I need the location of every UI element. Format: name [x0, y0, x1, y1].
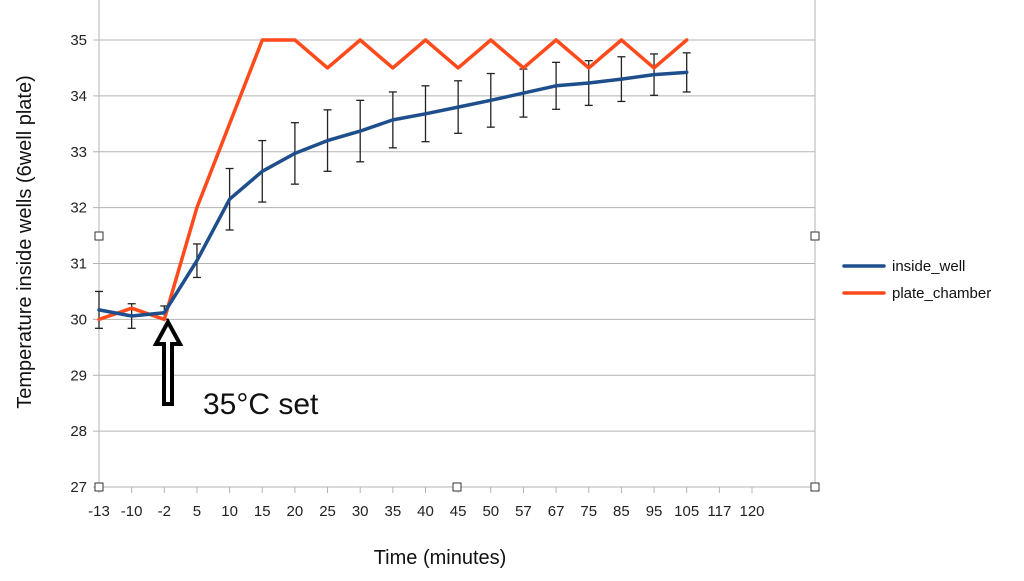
- x-tick-label: -2: [158, 503, 171, 520]
- legend: inside_well plate_chamber: [842, 258, 991, 302]
- x-axis-title: Time (minutes): [374, 547, 507, 569]
- y-tick-label: 32: [70, 200, 87, 217]
- legend-label: inside_well: [892, 258, 965, 275]
- x-tick-label: 105: [674, 503, 699, 520]
- x-tick-label: 120: [739, 503, 764, 520]
- y-tick-label: 28: [70, 423, 87, 440]
- resize-handle[interactable]: [810, 231, 820, 241]
- selection-handles[interactable]: [94, 231, 820, 492]
- series-lines: [97, 38, 689, 322]
- x-tick-label: -10: [121, 503, 143, 520]
- series-line-inside-well: [97, 70, 689, 318]
- x-tick-label: 20: [287, 503, 304, 520]
- resize-handle[interactable]: [810, 482, 820, 492]
- x-tick-label: 35: [385, 503, 402, 520]
- y-tick-label: 34: [70, 88, 87, 105]
- x-tick-label: -13: [88, 503, 110, 520]
- x-tick-label: 5: [193, 503, 201, 520]
- series-line-plate-chamber: [97, 38, 689, 322]
- x-tick-label: 40: [417, 503, 434, 520]
- x-tick-label: 25: [319, 503, 336, 520]
- x-tick-label: 85: [613, 503, 630, 520]
- x-tick-label: 30: [352, 503, 369, 520]
- x-tick-label: 67: [548, 503, 565, 520]
- y-axis-title: Temperature inside wells (6well plate): [14, 75, 36, 408]
- y-tick-label: 27: [70, 479, 87, 496]
- annotation-arrow: [152, 317, 184, 406]
- axes: 27 28 29 30 31 32 33 34 35 -13 -10 -2 5 10 15 20 25 30 35 4…: [70, 0, 816, 520]
- y-tick-label: 33: [70, 144, 87, 161]
- x-tick-label: 15: [254, 503, 271, 520]
- x-tick-label: 75: [580, 503, 597, 520]
- x-tick-label: 117: [707, 503, 731, 520]
- resize-handle[interactable]: [452, 482, 462, 492]
- resize-handle[interactable]: [94, 482, 104, 492]
- legend-label: plate_chamber: [892, 285, 991, 302]
- x-tick-label: 50: [482, 503, 499, 520]
- up-arrow-icon: [152, 317, 184, 406]
- x-tick-label: 10: [221, 503, 238, 520]
- y-tick-label: 31: [70, 256, 87, 273]
- x-tick-label: 95: [646, 503, 663, 520]
- annotation-text: 35°C set: [203, 388, 319, 421]
- x-tick-label: 45: [450, 503, 467, 520]
- resize-handle[interactable]: [94, 231, 104, 241]
- y-tick-label: 30: [70, 311, 87, 328]
- y-tick-label: 35: [70, 32, 87, 49]
- y-tick-label: 29: [70, 367, 87, 384]
- x-tick-label: 57: [515, 503, 532, 520]
